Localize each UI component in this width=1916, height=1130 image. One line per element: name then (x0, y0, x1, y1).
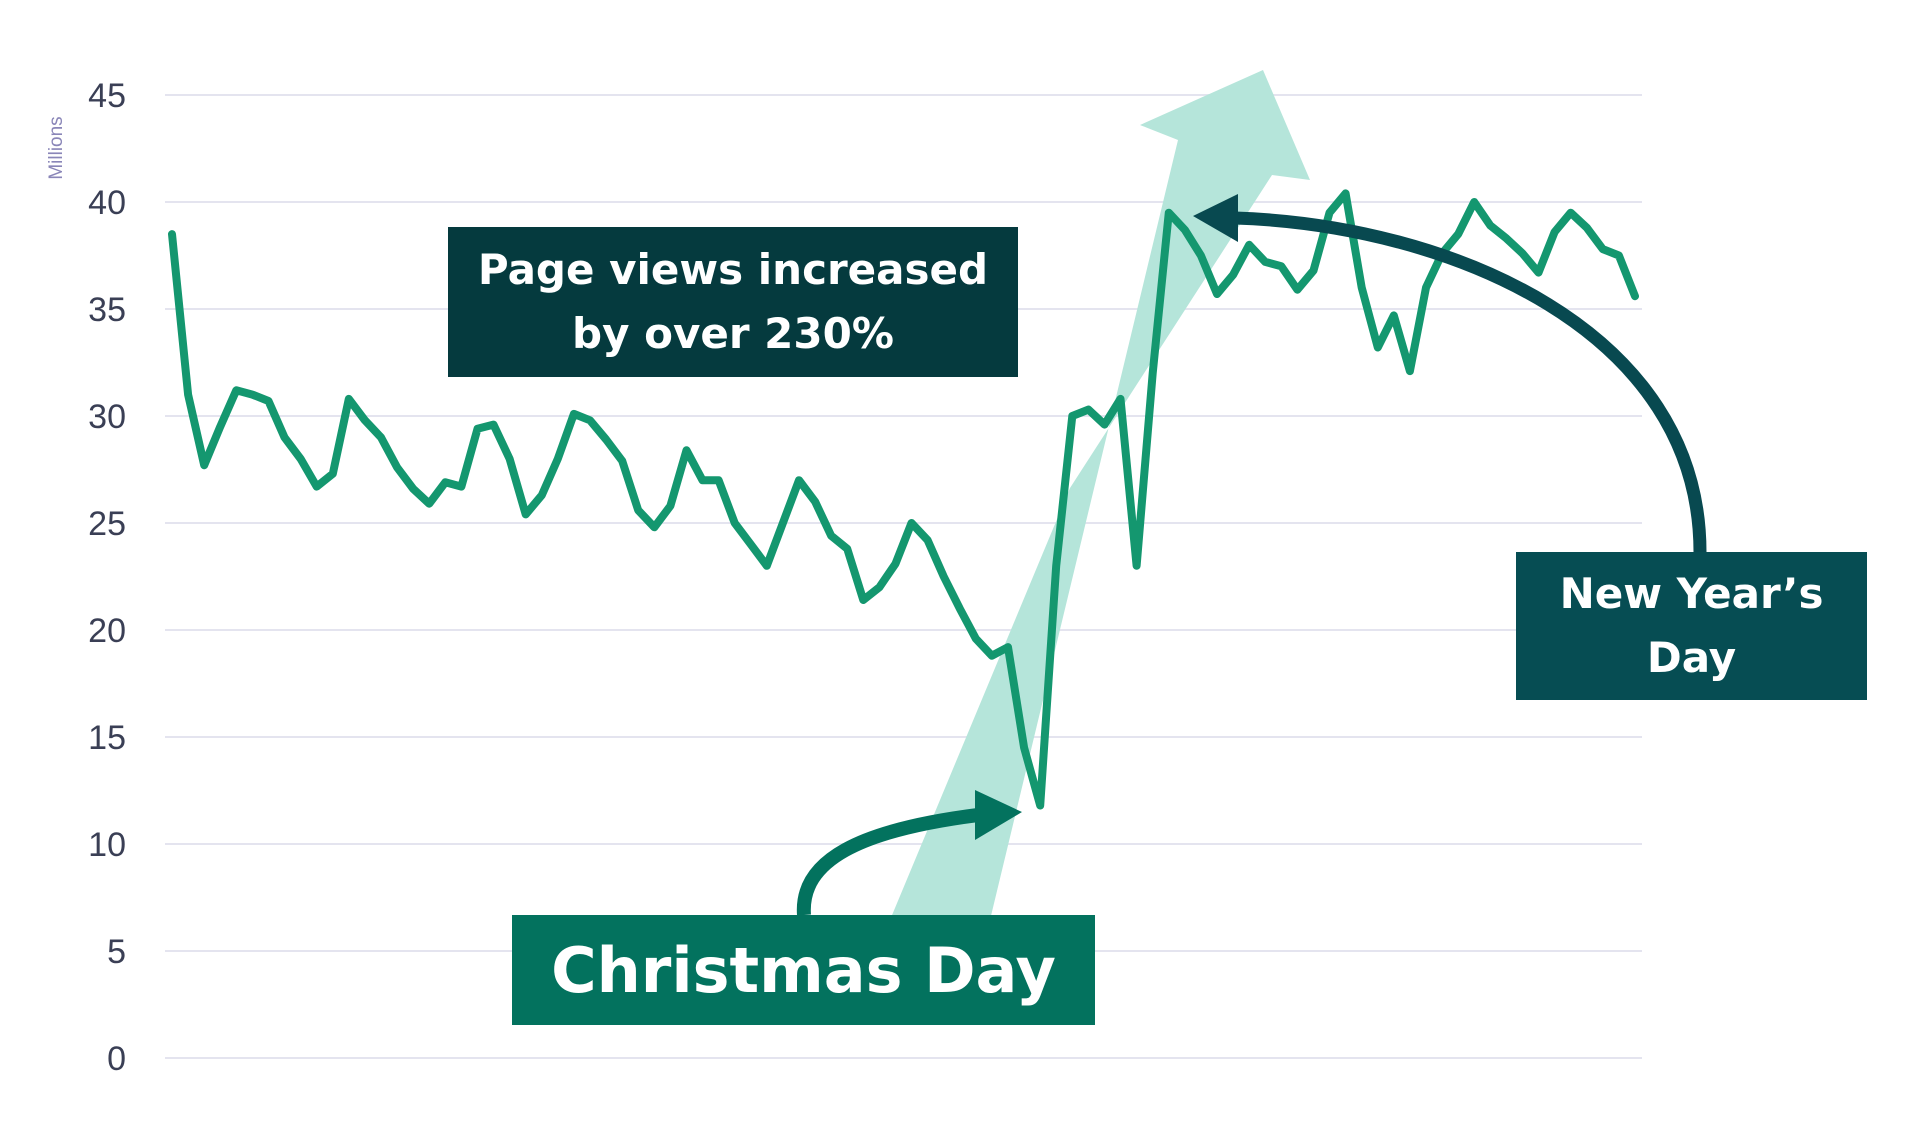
trend-arrow (890, 70, 1310, 920)
new-years-arrow-head (1193, 194, 1238, 242)
y-tick-label: 15 (88, 719, 126, 757)
headline-line-1: Page views increased (477, 245, 989, 294)
christmas-day-text: Christmas Day (551, 933, 1056, 1007)
y-tick-label: 45 (88, 77, 126, 115)
headline-line-2: by over 230% (572, 309, 894, 358)
y-tick-label: 10 (88, 826, 126, 864)
y-tick-label: 25 (88, 505, 126, 543)
y-tick-label: 20 (88, 612, 126, 650)
headline-annotation: Page views increased by over 230% (448, 227, 1018, 377)
christmas-arrow (796, 808, 979, 916)
christmas-day-label: Christmas Day (512, 915, 1095, 1025)
y-tick-label: 35 (88, 291, 126, 329)
y-tick-label: 40 (88, 184, 126, 222)
new-years-arrow (1234, 211, 1707, 553)
page-views-line (168, 189, 1639, 810)
y-tick-label: 0 (107, 1040, 126, 1078)
y-tick-label: 30 (88, 398, 126, 436)
y-tick-label: 5 (107, 933, 126, 971)
new-years-line-2: Day (1646, 633, 1737, 682)
new-years-line-1: New Year’s (1559, 569, 1824, 618)
y-axis-ticks: 0 5 10 15 20 25 30 35 40 45 (88, 77, 126, 1078)
christmas-arrow-head (975, 790, 1022, 840)
new-years-day-label: New Year’s Day (1516, 552, 1867, 700)
gridlines (165, 94, 1642, 1059)
y-axis-unit-label: Millions (46, 116, 67, 179)
